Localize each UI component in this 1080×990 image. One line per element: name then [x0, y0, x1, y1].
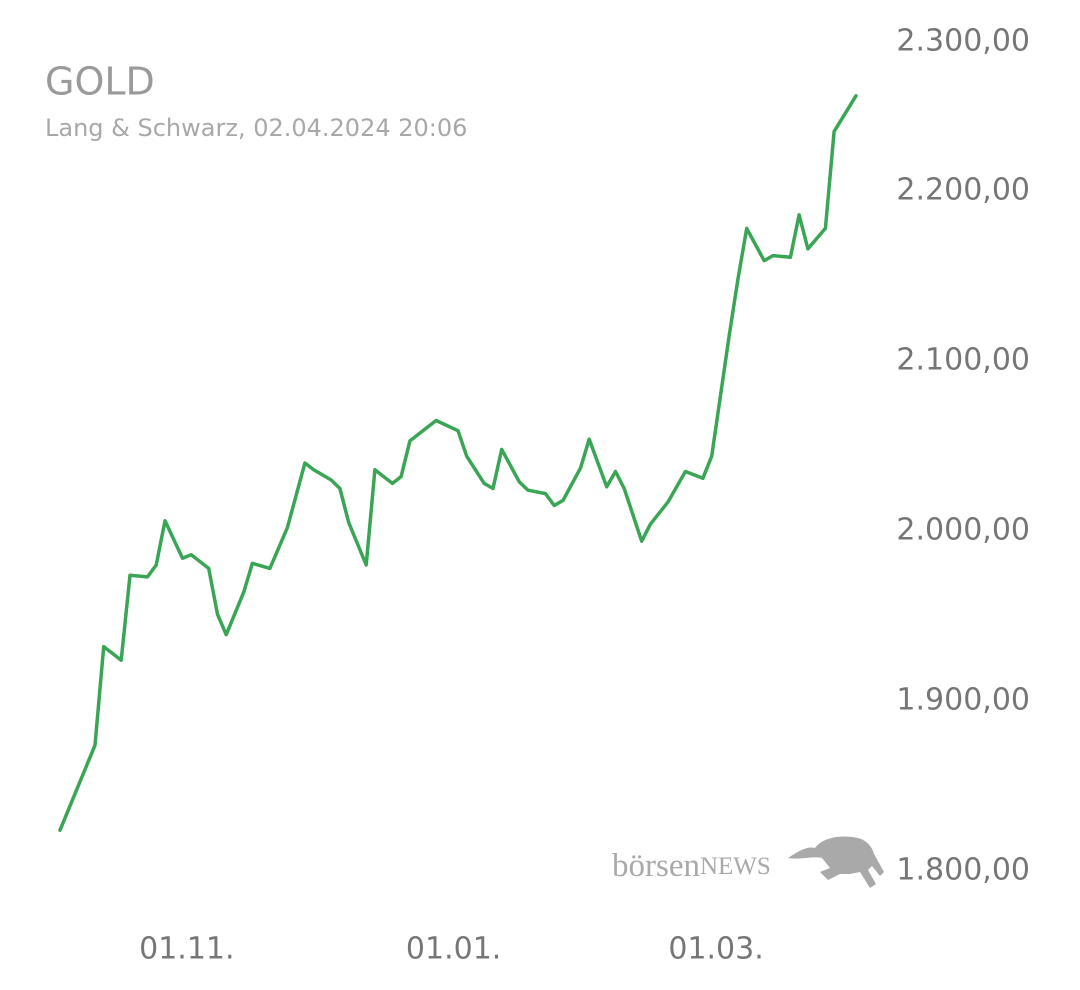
- logo-part: NEWS: [700, 853, 771, 880]
- x-tick-label: 01.01.: [406, 932, 501, 967]
- y-tick-label: 2.000,00: [896, 513, 1030, 548]
- logo: börsenNEWS: [612, 836, 884, 888]
- y-tick-label: 2.300,00: [896, 24, 1030, 59]
- y-tick-label: 1.900,00: [896, 683, 1030, 718]
- y-tick-label: 2.200,00: [896, 173, 1030, 208]
- chart-title: GOLD: [45, 60, 155, 104]
- logo-part: börsen: [612, 848, 700, 884]
- logo-bull: [788, 836, 884, 888]
- y-tick-label: 1.800,00: [896, 853, 1030, 888]
- logo-text: börsenNEWS: [612, 848, 771, 884]
- x-tick-label: 01.03.: [668, 932, 763, 967]
- chart-subtitle: Lang & Schwarz, 02.04.2024 20:06: [45, 114, 467, 142]
- y-tick-label: 2.100,00: [896, 343, 1030, 378]
- price-line: [58, 94, 858, 832]
- x-tick-label: 01.11.: [139, 932, 234, 967]
